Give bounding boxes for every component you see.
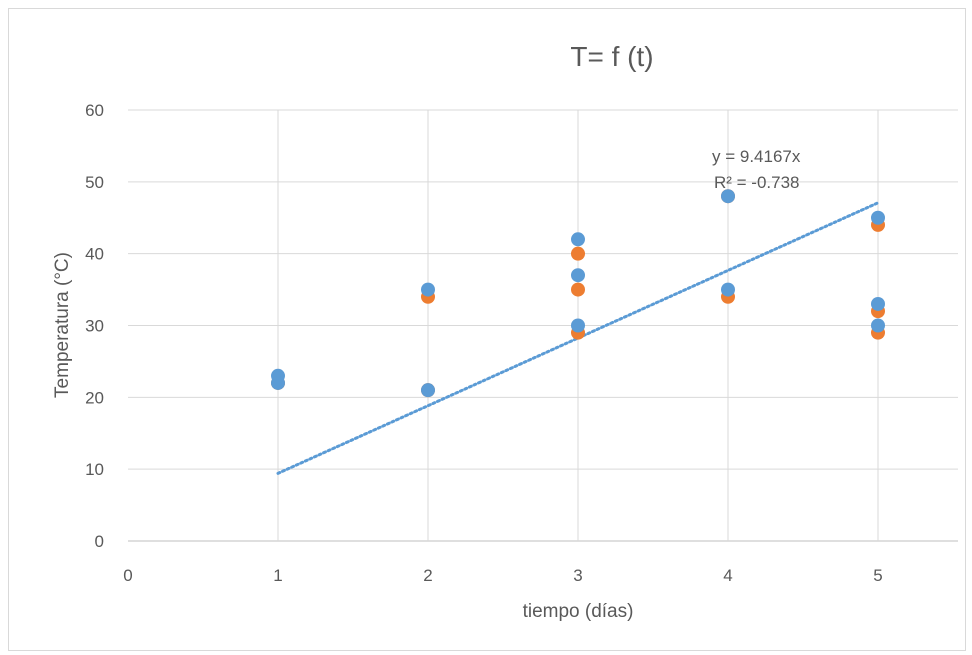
x-tick-label: 0	[123, 566, 132, 585]
x-tick-label: 1	[273, 566, 282, 585]
data-point	[421, 383, 435, 398]
data-point	[571, 246, 585, 261]
x-tick-label: 2	[423, 566, 432, 585]
data-point	[871, 318, 885, 333]
data-point	[871, 296, 885, 311]
data-point	[721, 282, 735, 297]
gridlines	[128, 109, 958, 542]
data-point	[721, 189, 735, 204]
data-point	[871, 210, 885, 225]
data-point	[571, 282, 585, 297]
y-tick-label: 40	[85, 245, 104, 264]
y-tick-label: 20	[85, 388, 104, 407]
data-point	[571, 268, 585, 283]
data-point	[271, 375, 285, 390]
y-tick-label: 30	[85, 317, 104, 336]
data-point	[571, 318, 585, 333]
data-points	[271, 189, 885, 398]
y-tick-label: 50	[85, 173, 104, 192]
chart-title: T= f (t)	[570, 41, 653, 72]
trendline-r-squared: R² = -0.738	[714, 173, 800, 192]
x-axis-label: tiempo (días)	[523, 601, 634, 622]
chart-frame	[8, 8, 966, 651]
y-axis-label: Temperatura (°C)	[52, 252, 73, 398]
data-point	[571, 232, 585, 247]
data-point	[421, 282, 435, 297]
y-tick-labels: 0 10 20 30 40 50 60	[85, 101, 104, 551]
x-tick-label: 4	[723, 566, 732, 585]
x-tick-labels: 0 1 2 3 4 5	[123, 566, 882, 585]
y-tick-label: 0	[95, 532, 104, 551]
x-tick-label: 3	[573, 566, 582, 585]
x-tick-label: 5	[873, 566, 882, 585]
trendline-equation: y = 9.4167x	[712, 147, 801, 166]
y-tick-label: 60	[85, 101, 104, 120]
y-tick-label: 10	[85, 460, 104, 479]
